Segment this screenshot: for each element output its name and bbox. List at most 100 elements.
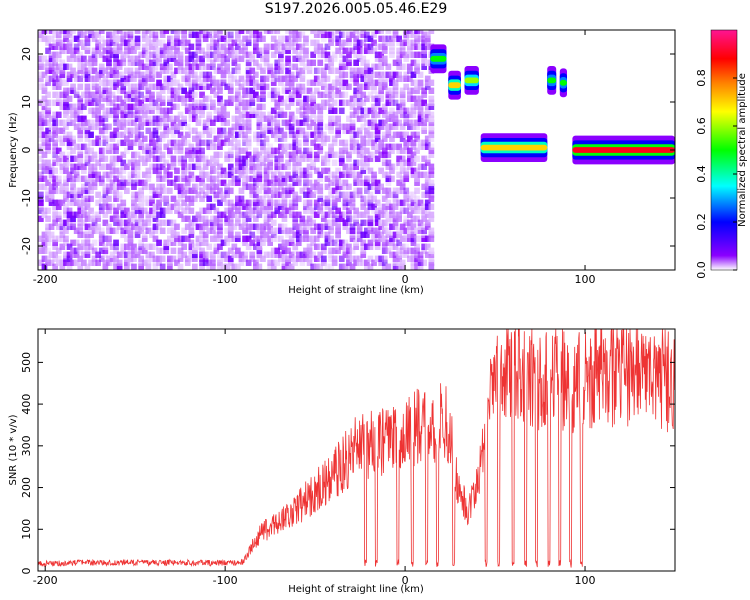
spectrogram-cell (353, 30, 359, 34)
spectrogram-cell (145, 155, 152, 162)
spectrogram-cell (45, 235, 51, 242)
spectrogram-cell (59, 223, 66, 230)
spectrogram-cell (106, 87, 112, 94)
spectrogram-cell (138, 259, 144, 266)
spectrogram-cell (378, 91, 384, 98)
spectrogram-cell (199, 239, 205, 246)
spectrogram-cell (184, 91, 191, 98)
spectrogram-cell (410, 51, 417, 58)
spectrogram-cell (145, 107, 152, 114)
spectrogram-cell (52, 123, 58, 130)
spectrogram-cell (195, 143, 202, 150)
spectrogram-cell (356, 131, 363, 138)
spectrogram-cell (106, 79, 112, 86)
spectrogram-cell (342, 163, 349, 170)
spectrogram-cell (120, 55, 127, 62)
spectrogram-cell (392, 191, 399, 198)
spectrogram-cell (346, 255, 352, 262)
spectrogram-cell (127, 131, 134, 138)
spectrogram-cell (281, 195, 288, 202)
spectrogram-cell (270, 263, 277, 270)
snr-y-tick-label: 200 (20, 477, 33, 498)
spectrogram-cell (303, 151, 309, 158)
spectrogram-cell (235, 47, 241, 54)
spectrogram-cell (52, 31, 58, 38)
spectrogram-cell (306, 171, 313, 178)
spectrogram-cell (177, 63, 184, 70)
spectrogram-cell (70, 147, 76, 154)
spectrogram-cell (260, 183, 266, 190)
spectrogram-cell (399, 51, 406, 58)
spectrogram-cell (407, 75, 413, 82)
spectrogram-cell (131, 55, 137, 62)
spectrogram-cell (285, 163, 291, 170)
spectrogram-cell (181, 235, 187, 242)
spectrogram-cell (299, 171, 306, 178)
spectrogram-cell (202, 171, 209, 178)
spectrogram-cell (235, 30, 241, 34)
spectrogram-cell (278, 67, 284, 74)
spectrogram-cell (338, 183, 345, 190)
spectrogram-cell (374, 135, 381, 142)
spectrogram-cell (321, 167, 327, 174)
spectrogram-cell (55, 43, 62, 50)
spectrogram-cell (324, 239, 331, 246)
spectrogram-cell (120, 107, 127, 114)
spectrogram-cell (313, 31, 320, 38)
spectrogram-cell (414, 35, 420, 42)
spectrogram-cell (349, 263, 356, 270)
spectrogram-cell (256, 167, 263, 174)
spectrogram-cell (371, 207, 377, 214)
spectrogram-cell (52, 211, 58, 218)
spectrogram-cell (321, 155, 327, 162)
spectrogram-cell (242, 199, 248, 206)
spectrogram-cell (124, 127, 130, 134)
spectrogram-cell (213, 191, 220, 198)
spectrogram-cell (417, 139, 424, 146)
spectrogram-cell (367, 71, 374, 78)
spectrogram-cell (84, 191, 91, 198)
spectrogram-cell (59, 103, 66, 110)
spectrogram-cell (364, 159, 370, 166)
spectrogram-cell (109, 71, 116, 78)
spectrogram-cell (421, 227, 427, 234)
spectrogram-cell (202, 139, 209, 146)
spectrogram-cell (317, 31, 324, 38)
spectrogram-cell (63, 259, 69, 266)
spectrogram-cell (235, 103, 241, 110)
spectrogram-cell (321, 139, 327, 146)
spectrogram-cell (299, 151, 306, 158)
spectrogram-cell (141, 30, 148, 34)
spectrogram-cell (231, 143, 238, 150)
spectrogram-cell (41, 211, 48, 218)
spectrogram-cell (73, 251, 80, 258)
spectrogram-cell (306, 95, 313, 102)
spectrogram-cell (278, 179, 284, 186)
spectrogram-cell (428, 211, 435, 218)
spectrogram-cell (253, 179, 259, 186)
spectrogram-cell (281, 175, 288, 182)
spectrogram-cell (106, 31, 112, 38)
spectrogram-cell (170, 115, 177, 122)
spectrogram-cell (242, 159, 248, 166)
spectrogram-cell (335, 231, 341, 238)
spectrogram-cell (274, 47, 281, 54)
spectrogram-cell (364, 47, 370, 54)
spectrogram-cell (177, 83, 184, 90)
spectrogram-cell (306, 103, 313, 110)
spectrogram-cell (95, 199, 101, 206)
spectrogram-cell (227, 99, 234, 106)
spectrogram-cell (349, 255, 356, 262)
spectrogram-cell (378, 71, 384, 78)
spectrogram-cell (224, 227, 230, 234)
spectrogram-cell (224, 263, 230, 270)
spectrogram-cell (224, 151, 230, 158)
spectrogram-cell (48, 163, 55, 170)
spectrogram-cell (213, 235, 220, 242)
spectrogram-cell (299, 119, 306, 126)
spectrogram-cell (385, 231, 392, 238)
spectrogram-cell (156, 223, 162, 230)
spectrogram-cell (149, 39, 155, 46)
spectrogram-cell (364, 83, 370, 90)
spectrogram-cell (321, 215, 327, 222)
